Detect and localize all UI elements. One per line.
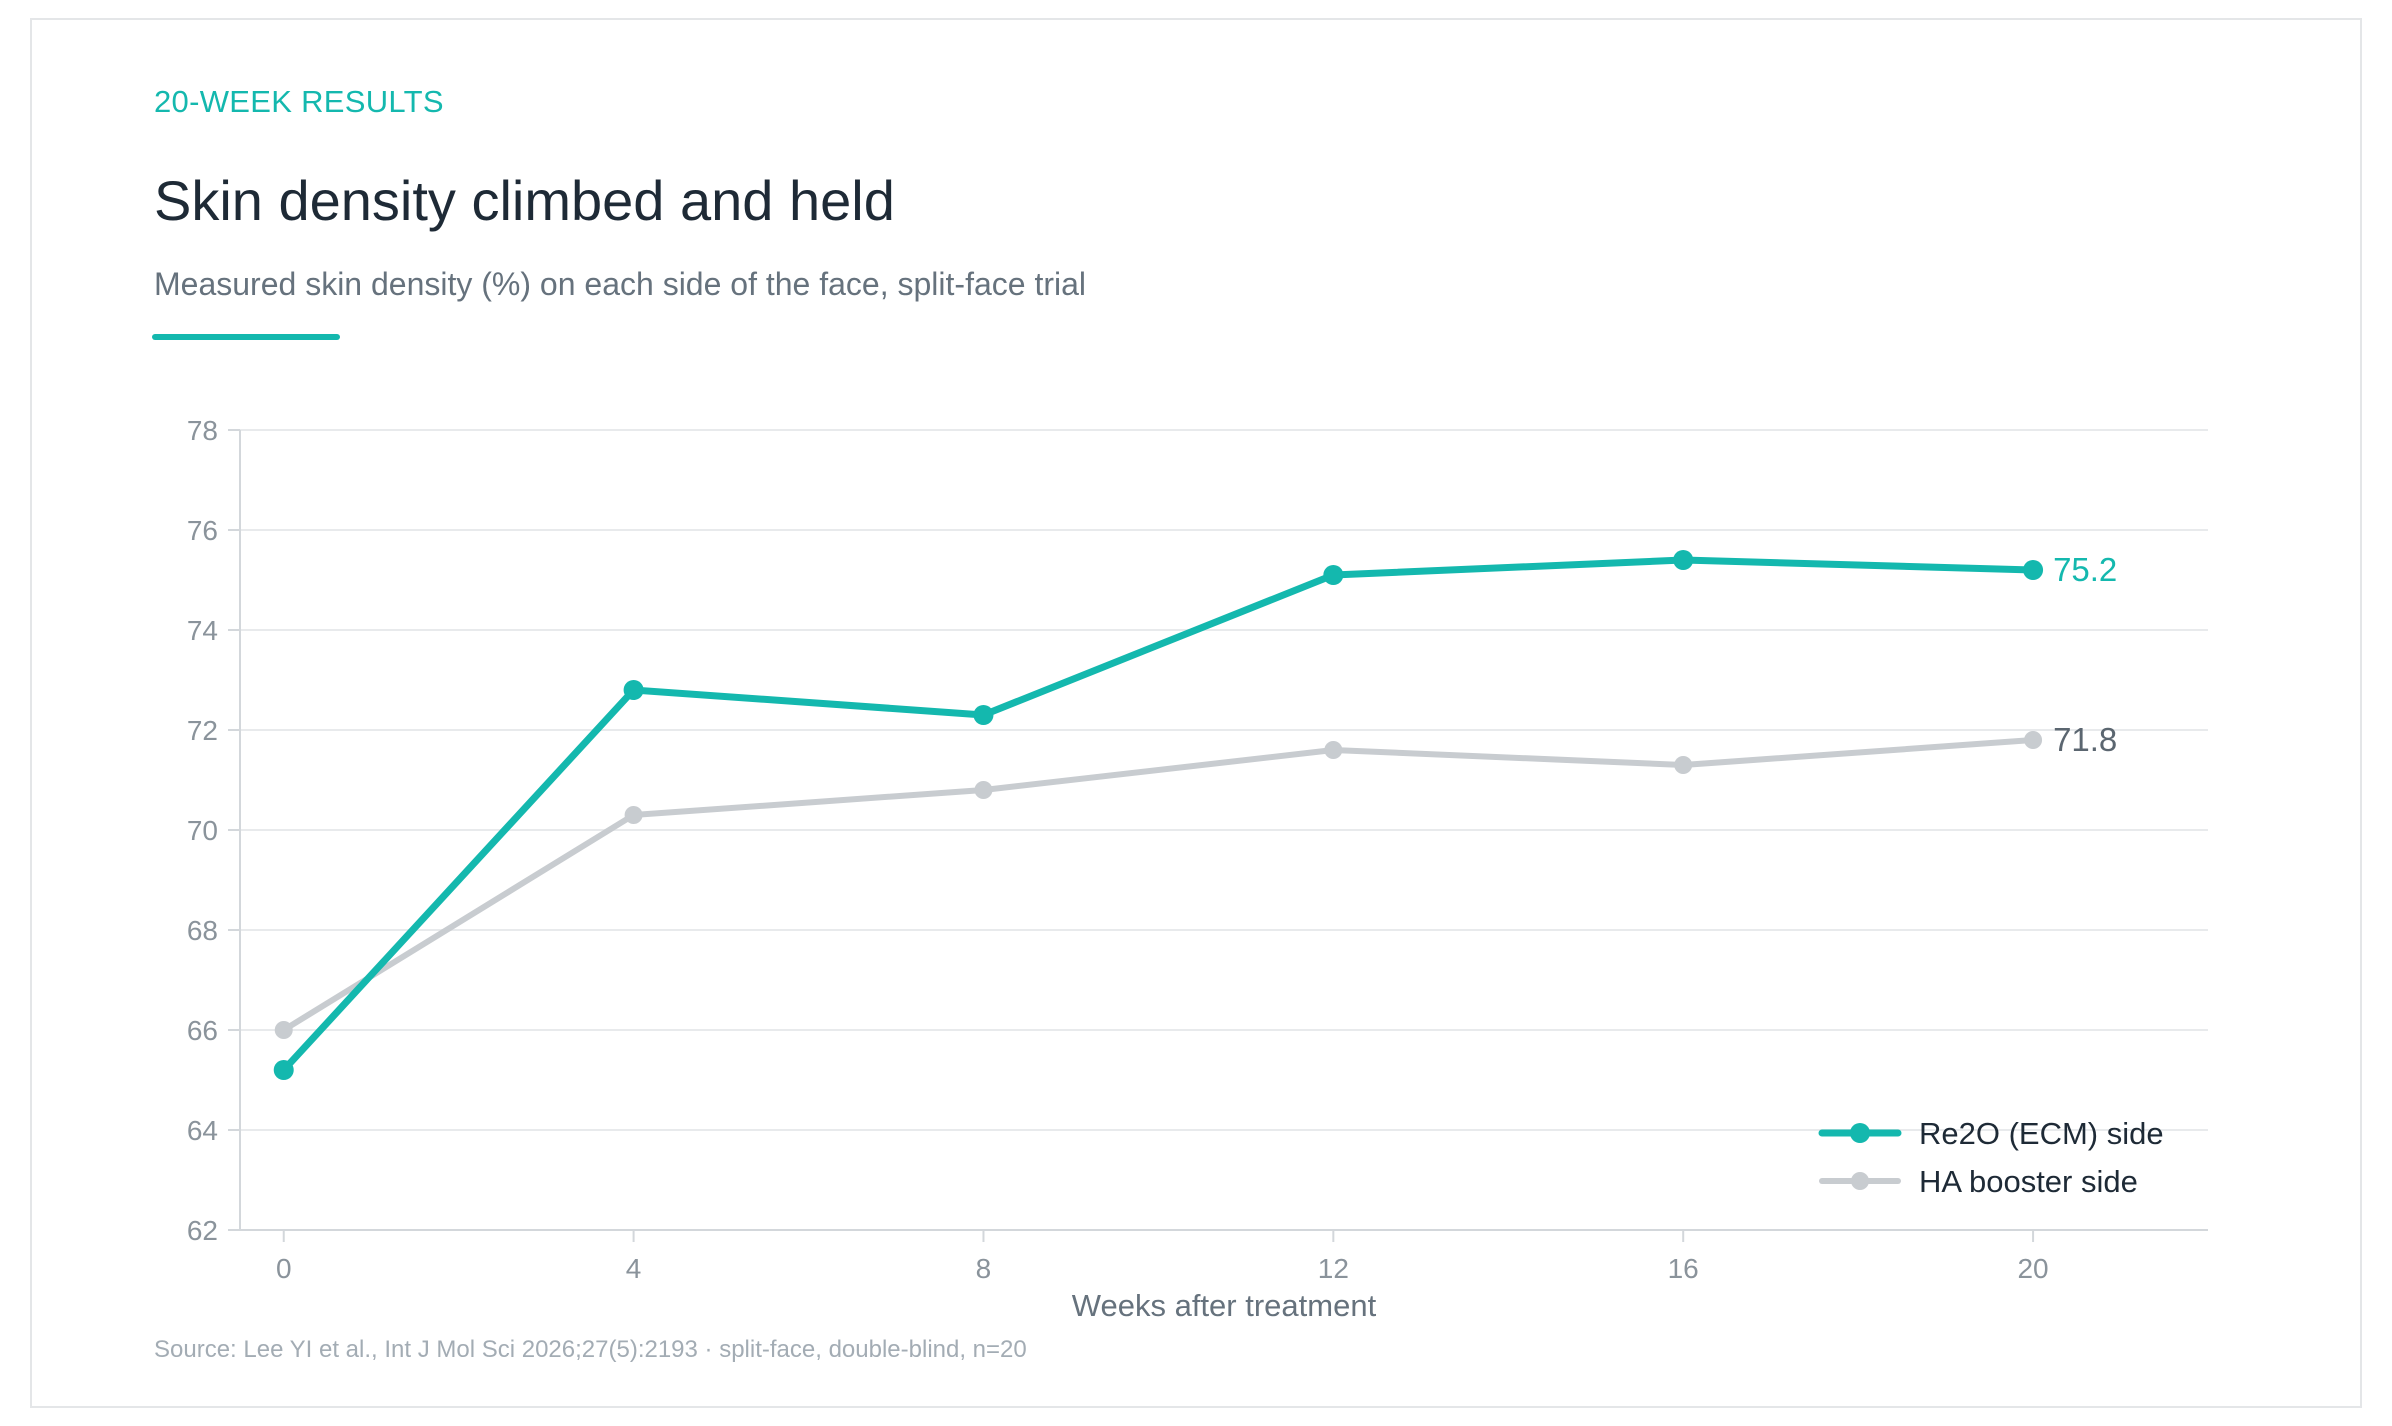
chart-subtitle: Measured skin density (%) on each side o… — [154, 266, 1086, 302]
data-point — [273, 1060, 294, 1080]
data-point — [1324, 741, 1343, 759]
y-tick-label: 68 — [187, 915, 218, 946]
x-tick-label: 12 — [1318, 1253, 1349, 1284]
y-tick-label: 70 — [187, 815, 218, 846]
end-labels: 71.8 75.2 — [2053, 551, 2117, 758]
accent-rule — [152, 334, 340, 340]
data-point — [973, 705, 994, 725]
legend: Re2O (ECM) side HA booster side — [1818, 1116, 2164, 1199]
source-note: Source: Lee YI et al., Int J Mol Sci 202… — [154, 1336, 1027, 1363]
data-point — [1673, 550, 1694, 570]
x-axis: 0 4 8 12 16 20 — [240, 1229, 2208, 1284]
y-tick-label: 74 — [187, 615, 218, 646]
y-axis: 62 64 66 68 70 72 74 76 78 — [187, 415, 241, 1246]
chart-card — [30, 18, 2362, 1408]
data-point — [974, 781, 993, 799]
grid-lines — [240, 429, 2208, 1231]
y-tick-label: 64 — [187, 1115, 218, 1146]
legend-label: HA booster side — [1919, 1164, 2138, 1199]
x-axis-title: Weeks after treatment — [1072, 1288, 1377, 1323]
y-tick-label: 66 — [187, 1015, 218, 1046]
x-tick-label: 4 — [626, 1253, 642, 1284]
series-line-ha — [280, 737, 2037, 1033]
legend-swatch-marker — [1850, 1123, 1870, 1143]
x-tick-label: 20 — [2017, 1253, 2048, 1284]
legend-label: Re2O (ECM) side — [1919, 1116, 2164, 1151]
y-tick-label: 62 — [187, 1215, 218, 1246]
legend-swatch-marker — [1851, 1172, 1869, 1190]
data-point — [2023, 560, 2044, 580]
chart-title: Skin density climbed and held — [154, 169, 895, 232]
eyebrow-label: 20-WEEK RESULTS — [154, 84, 444, 119]
end-value-label: 75.2 — [2053, 551, 2117, 588]
y-tick-label: 78 — [187, 415, 218, 446]
y-tick-label: 72 — [187, 715, 218, 746]
series-line-re2o — [280, 556, 2037, 1074]
data-point — [274, 1021, 293, 1039]
x-tick-label: 16 — [1668, 1253, 1699, 1284]
data-point — [623, 680, 644, 700]
x-tick-label: 0 — [276, 1253, 292, 1284]
series-lines — [273, 550, 2044, 1080]
x-tick-label: 8 — [976, 1253, 992, 1284]
data-point — [1674, 756, 1693, 774]
data-point — [2024, 731, 2043, 749]
end-value-label: 71.8 — [2053, 721, 2117, 758]
y-tick-label: 76 — [187, 515, 218, 546]
data-point — [624, 806, 643, 824]
data-point — [1323, 565, 1344, 585]
